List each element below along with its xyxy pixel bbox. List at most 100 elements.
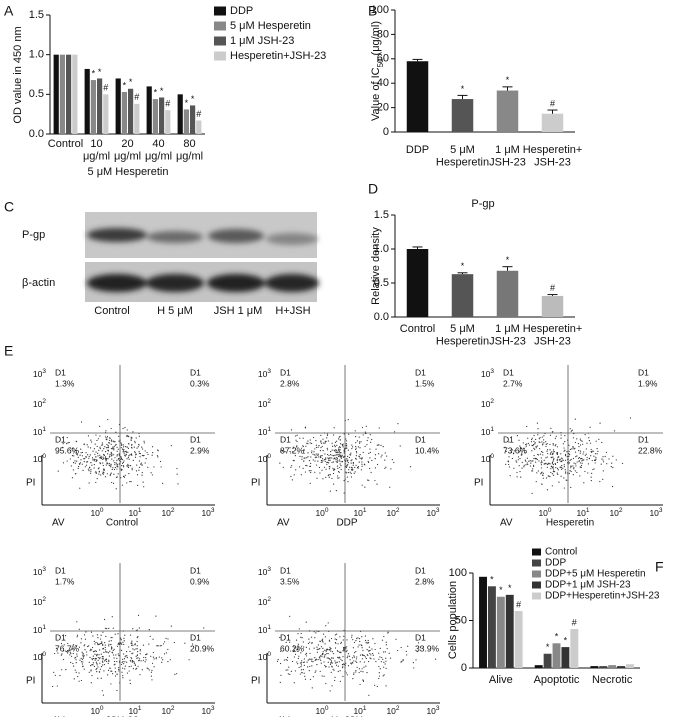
event-dot — [109, 437, 111, 439]
event-dot — [524, 451, 526, 454]
event-dot — [113, 468, 116, 471]
event-dot — [65, 668, 67, 671]
event-dot — [83, 656, 85, 658]
event-dot — [339, 459, 341, 461]
event-dot — [128, 670, 130, 672]
event-dot — [419, 647, 422, 649]
event-dot — [351, 467, 354, 469]
event-dot — [295, 639, 298, 641]
event-dot — [151, 679, 153, 681]
event-dot — [143, 442, 145, 444]
event-dot — [290, 670, 292, 672]
event-dot — [122, 446, 125, 448]
text-part: 0 — [100, 705, 104, 712]
event-dot — [549, 434, 552, 436]
event-dot — [120, 663, 123, 666]
event-dot — [126, 655, 128, 657]
event-dot — [332, 467, 334, 469]
event-dot — [167, 648, 169, 651]
event-dot — [324, 643, 326, 645]
event-dot — [590, 476, 592, 478]
event-dot — [339, 636, 341, 638]
event-dot — [295, 469, 297, 471]
event-dot — [101, 660, 104, 662]
event-dot — [54, 652, 56, 655]
event-dot — [115, 671, 117, 673]
event-dot — [110, 644, 112, 646]
event-dot — [302, 669, 304, 671]
event-dot — [598, 438, 600, 440]
event-dot — [310, 470, 312, 472]
event-dot — [136, 657, 138, 660]
event-dot — [332, 434, 335, 436]
event-dot — [174, 673, 176, 675]
event-dot — [132, 459, 134, 461]
event-dot — [585, 453, 587, 455]
event-dot — [568, 461, 570, 463]
event-dot — [306, 442, 308, 444]
event-dot — [329, 663, 332, 666]
event-dot — [531, 437, 533, 439]
panel-label: A — [4, 3, 14, 19]
event-dot — [328, 476, 330, 478]
event-dot — [559, 466, 561, 468]
event-dot — [330, 671, 332, 673]
event-dot — [363, 655, 365, 657]
event-dot — [338, 436, 340, 438]
legend-label: 5 μM Hesperetin — [230, 20, 311, 32]
event-dot — [127, 447, 130, 449]
event-dot — [518, 439, 520, 441]
event-dot — [539, 448, 541, 450]
event-dot — [311, 642, 313, 644]
event-dot — [347, 459, 349, 461]
bar — [451, 274, 474, 317]
event-dot — [531, 438, 533, 441]
event-dot — [373, 658, 375, 660]
event-dot — [365, 657, 367, 660]
significance-marker: * — [506, 255, 510, 265]
event-dot — [299, 673, 301, 675]
event-dot — [519, 449, 521, 451]
event-dot — [354, 430, 356, 432]
event-dot — [385, 641, 387, 643]
event-dot — [105, 658, 108, 660]
event-dot — [110, 439, 113, 441]
bar — [165, 110, 171, 134]
event-dot — [124, 656, 126, 658]
tick-label: 100 — [258, 651, 271, 662]
event-dot — [353, 673, 355, 675]
event-dot — [337, 670, 339, 673]
event-dot — [528, 460, 530, 462]
event-dot — [537, 470, 539, 472]
event-dot — [279, 650, 282, 652]
event-dot — [355, 650, 357, 653]
event-dot — [106, 628, 108, 630]
event-dot — [348, 466, 351, 468]
event-dot — [90, 682, 92, 684]
event-dot — [580, 458, 582, 460]
event-dot — [588, 437, 590, 439]
event-dot — [359, 661, 361, 663]
event-dot — [149, 635, 151, 637]
event-dot — [564, 449, 566, 451]
event-dot — [345, 648, 347, 650]
event-dot — [108, 660, 110, 662]
event-dot — [355, 450, 357, 453]
tick-label: 100 — [315, 507, 328, 518]
event-dot — [547, 449, 549, 451]
y-axis-label: Value of IC50 (μg/ml) — [370, 21, 385, 121]
quadrant-name: D1 — [280, 632, 291, 642]
event-dot — [289, 615, 291, 617]
event-dot — [326, 653, 328, 655]
event-dot — [102, 458, 104, 461]
event-dot — [134, 644, 136, 646]
event-dot — [108, 645, 110, 647]
event-dot — [80, 452, 82, 454]
event-dot — [356, 666, 358, 668]
event-dot — [276, 660, 279, 663]
event-dot — [282, 466, 284, 468]
event-dot — [103, 448, 105, 450]
event-dot — [102, 661, 104, 663]
event-dot — [374, 467, 377, 469]
event-dot — [94, 443, 96, 445]
